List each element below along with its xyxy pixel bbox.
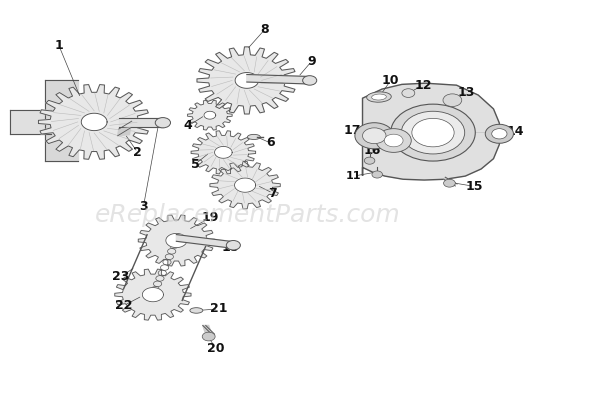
- Polygon shape: [235, 178, 255, 192]
- Ellipse shape: [366, 92, 391, 102]
- Circle shape: [362, 128, 386, 144]
- Polygon shape: [235, 72, 258, 88]
- Text: 17: 17: [344, 124, 361, 137]
- Polygon shape: [210, 162, 280, 209]
- Text: 16: 16: [364, 144, 381, 157]
- Polygon shape: [444, 177, 455, 186]
- Circle shape: [401, 111, 465, 154]
- Polygon shape: [203, 326, 212, 334]
- Polygon shape: [119, 118, 163, 127]
- Polygon shape: [138, 215, 215, 266]
- Circle shape: [491, 129, 507, 139]
- Text: 7: 7: [268, 187, 277, 199]
- Circle shape: [391, 104, 476, 161]
- Text: 1: 1: [54, 39, 63, 52]
- Text: 4: 4: [183, 119, 192, 133]
- Polygon shape: [188, 100, 232, 130]
- Circle shape: [402, 89, 415, 98]
- Polygon shape: [117, 128, 130, 136]
- Text: 21: 21: [210, 302, 227, 315]
- Polygon shape: [204, 111, 216, 119]
- Circle shape: [355, 123, 394, 149]
- Circle shape: [155, 117, 171, 128]
- Polygon shape: [166, 233, 187, 248]
- Polygon shape: [38, 84, 150, 159]
- Text: 9: 9: [307, 55, 316, 68]
- Polygon shape: [115, 269, 191, 320]
- Circle shape: [372, 171, 382, 178]
- Text: 6: 6: [266, 137, 275, 149]
- Circle shape: [443, 94, 462, 107]
- Circle shape: [227, 240, 240, 250]
- Ellipse shape: [247, 135, 260, 140]
- Ellipse shape: [372, 94, 386, 100]
- Text: 14: 14: [506, 125, 524, 139]
- Circle shape: [376, 129, 411, 152]
- Text: 11: 11: [378, 135, 394, 146]
- Circle shape: [303, 76, 317, 85]
- Text: 22: 22: [115, 299, 132, 312]
- Circle shape: [384, 134, 403, 147]
- Polygon shape: [142, 287, 163, 302]
- Text: 15: 15: [466, 180, 483, 193]
- Text: 10: 10: [382, 74, 399, 87]
- Circle shape: [412, 118, 454, 147]
- Text: 18: 18: [222, 241, 239, 254]
- Text: 23: 23: [112, 270, 129, 283]
- Text: 5: 5: [191, 158, 199, 171]
- Text: eReplacementParts.com: eReplacementParts.com: [95, 203, 401, 227]
- Circle shape: [364, 157, 375, 164]
- Text: 20: 20: [207, 342, 224, 355]
- Text: 12: 12: [414, 79, 432, 92]
- Polygon shape: [10, 110, 51, 134]
- Text: 19: 19: [201, 211, 218, 224]
- Polygon shape: [191, 131, 255, 174]
- Text: 11: 11: [346, 171, 362, 181]
- Polygon shape: [247, 74, 310, 84]
- Polygon shape: [45, 80, 78, 162]
- Text: 3: 3: [139, 200, 148, 213]
- Polygon shape: [197, 47, 297, 114]
- Ellipse shape: [190, 308, 203, 313]
- Polygon shape: [81, 113, 107, 131]
- Text: 13: 13: [458, 86, 475, 99]
- Polygon shape: [215, 146, 232, 158]
- Circle shape: [444, 179, 455, 187]
- Polygon shape: [176, 234, 233, 248]
- Circle shape: [202, 332, 215, 341]
- Circle shape: [485, 124, 513, 143]
- Text: 8: 8: [260, 23, 269, 36]
- Text: 2: 2: [133, 146, 142, 159]
- Polygon shape: [362, 83, 499, 180]
